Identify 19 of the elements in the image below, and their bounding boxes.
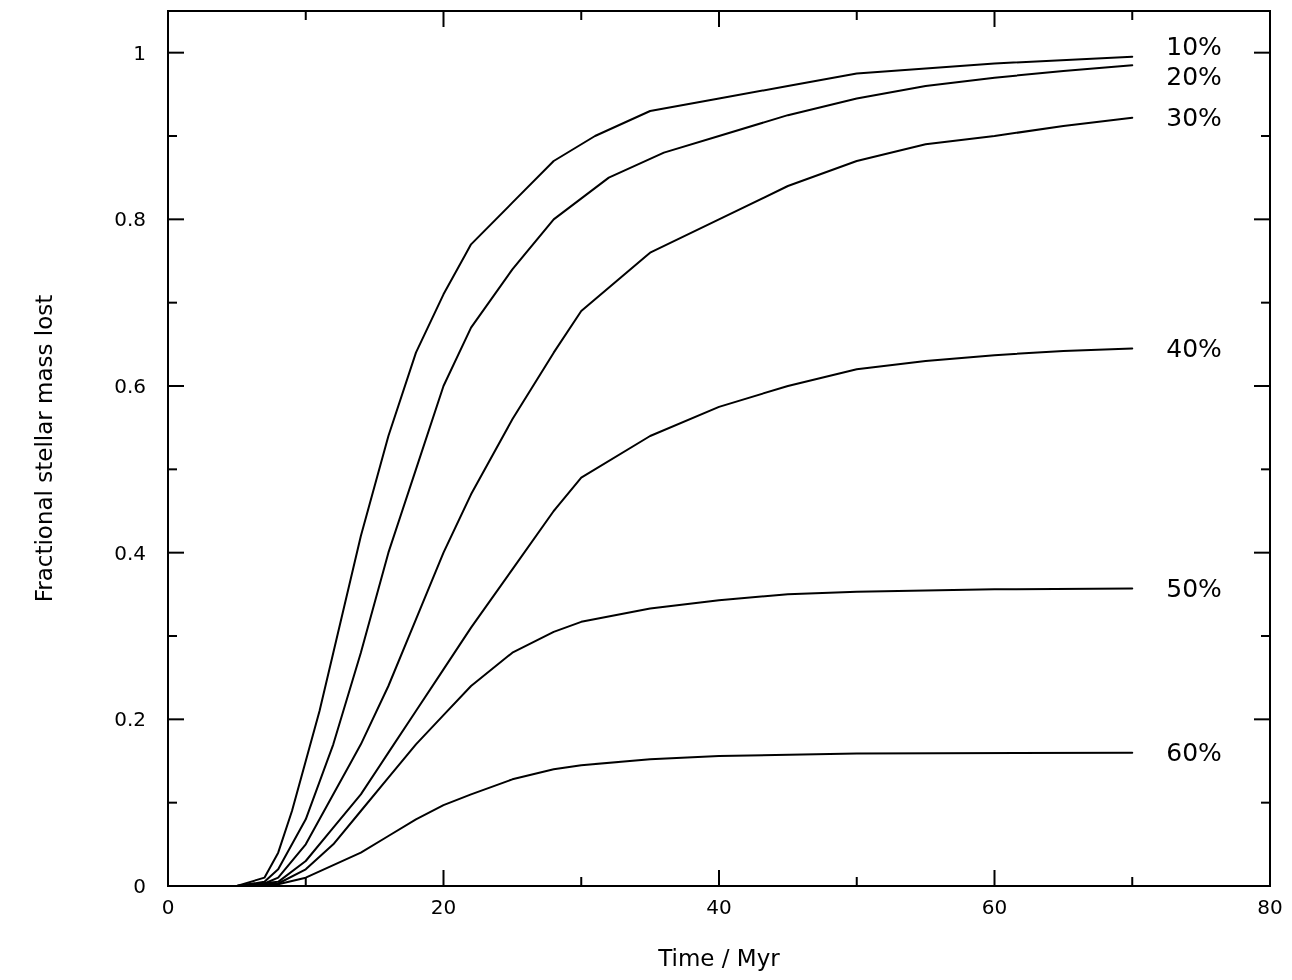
y-tick-label: 0.8: [114, 207, 146, 232]
x-tick-label: 40: [706, 895, 732, 919]
x-tick-label: 80: [1257, 895, 1283, 919]
y-tick-label: 1: [133, 40, 146, 65]
y-axis-title: Fractional stellar mass lost: [31, 294, 57, 603]
x-tick-label: 60: [981, 895, 1008, 919]
y-tick-label: 0.4: [114, 540, 146, 565]
y-tick-label: 0.6: [114, 374, 146, 398]
legend-label: 10%: [1166, 31, 1222, 61]
x-tick-label: 0: [161, 895, 175, 919]
x-tick-label: 20: [430, 895, 457, 919]
series-label: 40%: [1166, 334, 1222, 364]
series-label: 60%: [1166, 738, 1222, 768]
x-axis-title: Time / Myr: [657, 945, 781, 971]
y-tick-label: 0.2: [114, 707, 146, 732]
y-tick-label: 0: [133, 874, 146, 898]
series-label: 20%: [1166, 61, 1222, 91]
series-label: 30%: [1166, 103, 1222, 133]
series-label: 50%: [1166, 574, 1222, 604]
